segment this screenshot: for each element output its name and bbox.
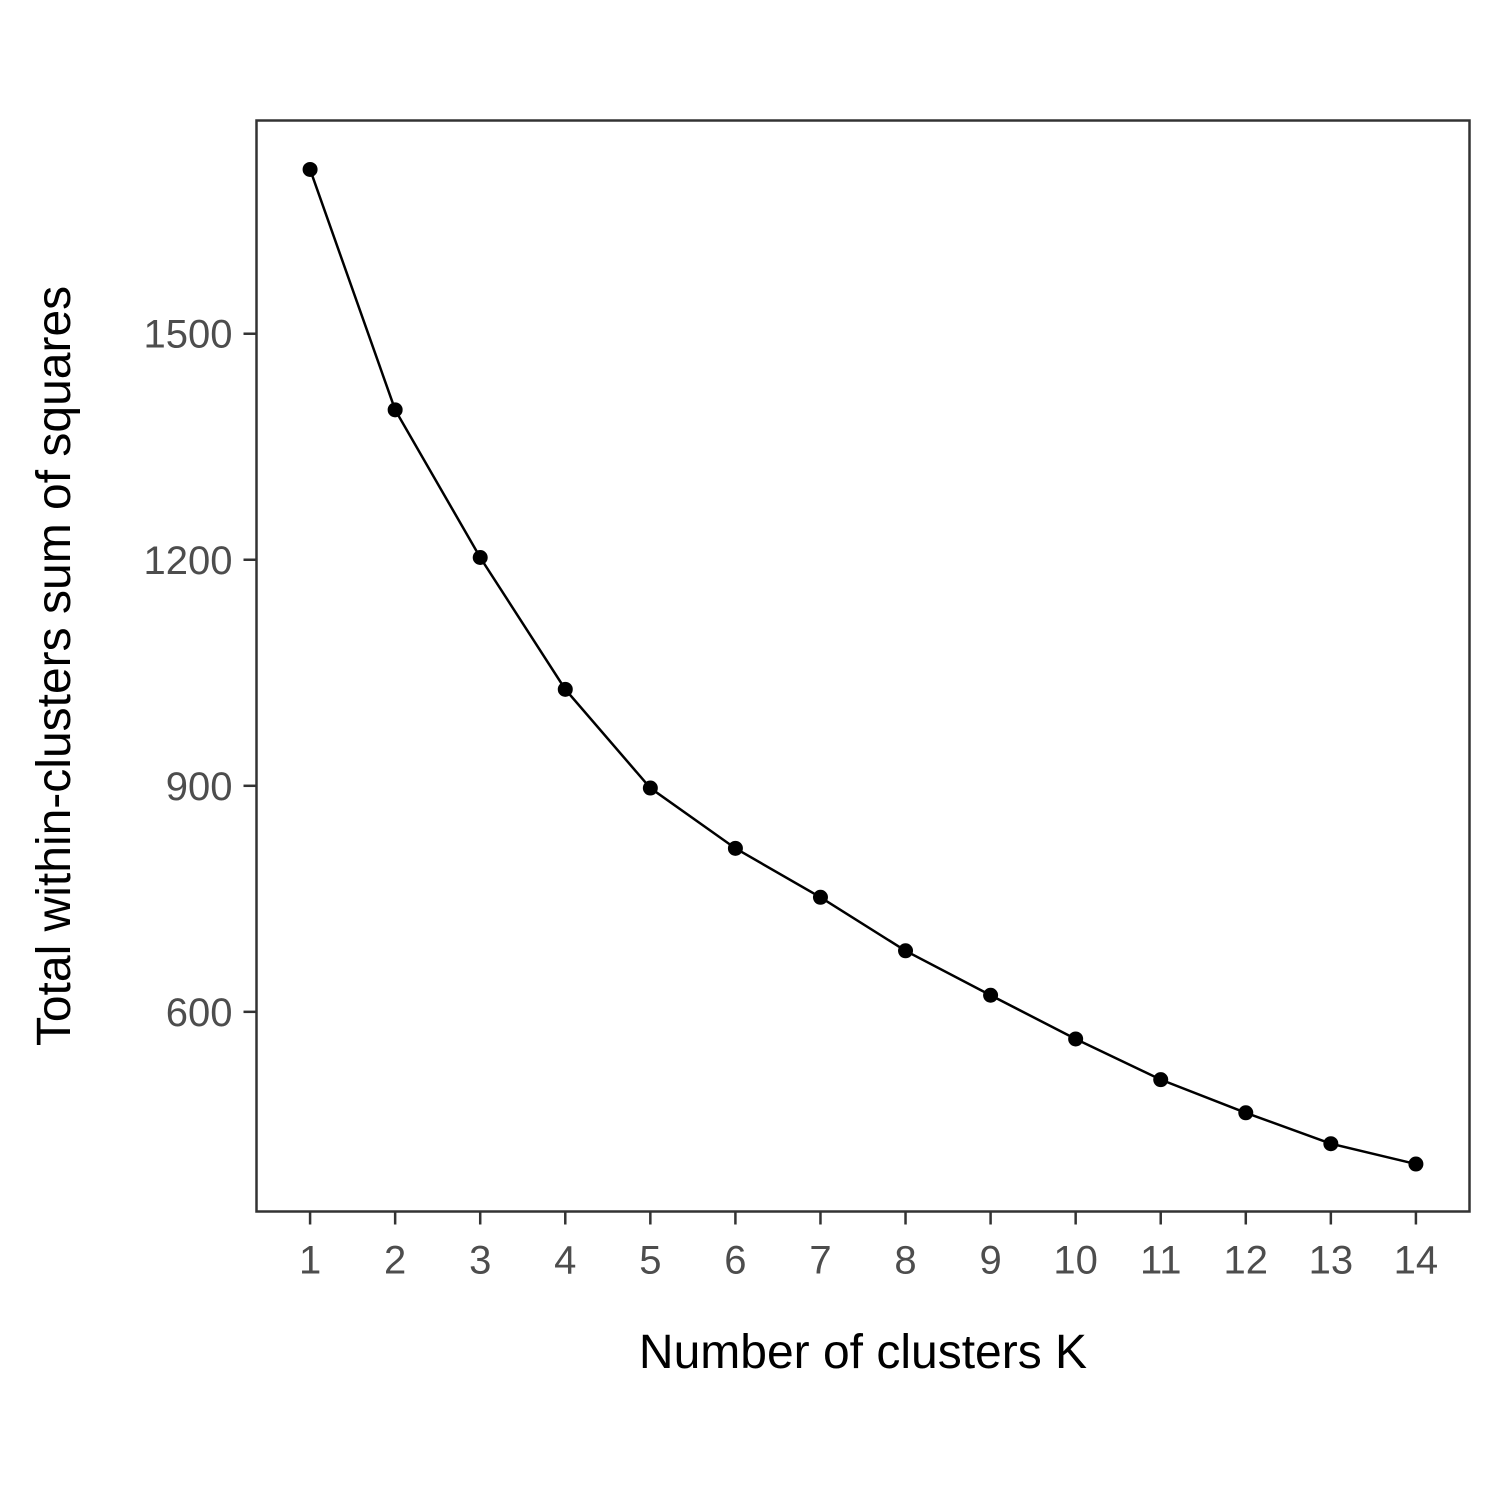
y-tick-label: 900	[166, 765, 233, 809]
data-point	[302, 161, 318, 177]
x-tick-label: 9	[979, 1239, 1001, 1283]
y-axis: 600 900 1200 1500	[144, 313, 257, 1035]
data-point	[727, 840, 743, 856]
x-tick-label: 2	[384, 1239, 406, 1283]
y-axis-title: Total within-clusters sum of squares	[28, 286, 81, 1046]
data-point	[642, 780, 658, 796]
data-point	[1068, 1031, 1084, 1047]
x-tick-label: 8	[894, 1239, 916, 1283]
data-point	[1153, 1072, 1169, 1088]
data-point	[812, 889, 828, 905]
data-point	[472, 550, 488, 566]
x-tick-label: 3	[469, 1239, 491, 1283]
series-line	[308, 169, 1417, 1166]
data-point	[1408, 1156, 1424, 1172]
data-point	[1323, 1136, 1339, 1152]
data-point	[387, 402, 403, 418]
x-tick-label: 14	[1394, 1239, 1439, 1283]
plot-panel-border	[255, 119, 1471, 1213]
x-tick-label: 10	[1053, 1239, 1098, 1283]
x-tick-label: 13	[1309, 1239, 1354, 1283]
x-axis: 1 2 3 4 5 6 7 8 9 10 11 12 13 14	[299, 1211, 1439, 1283]
data-point	[557, 681, 573, 697]
data-point	[983, 987, 999, 1003]
y-tick-label: 1200	[144, 539, 233, 583]
x-tick-label: 5	[639, 1239, 661, 1283]
y-tick-label: 1500	[144, 313, 233, 357]
data-point	[898, 943, 914, 959]
data-point	[1238, 1105, 1254, 1121]
data-points	[302, 161, 1424, 1172]
x-tick-label: 1	[299, 1239, 321, 1283]
x-tick-label: 6	[724, 1239, 746, 1283]
x-tick-label: 4	[554, 1239, 576, 1283]
y-tick-label: 600	[166, 991, 233, 1035]
x-tick-label: 7	[809, 1239, 831, 1283]
x-axis-title: Number of clusters K	[639, 1326, 1087, 1379]
x-tick-label: 12	[1224, 1239, 1269, 1283]
x-tick-label: 11	[1140, 1239, 1182, 1283]
